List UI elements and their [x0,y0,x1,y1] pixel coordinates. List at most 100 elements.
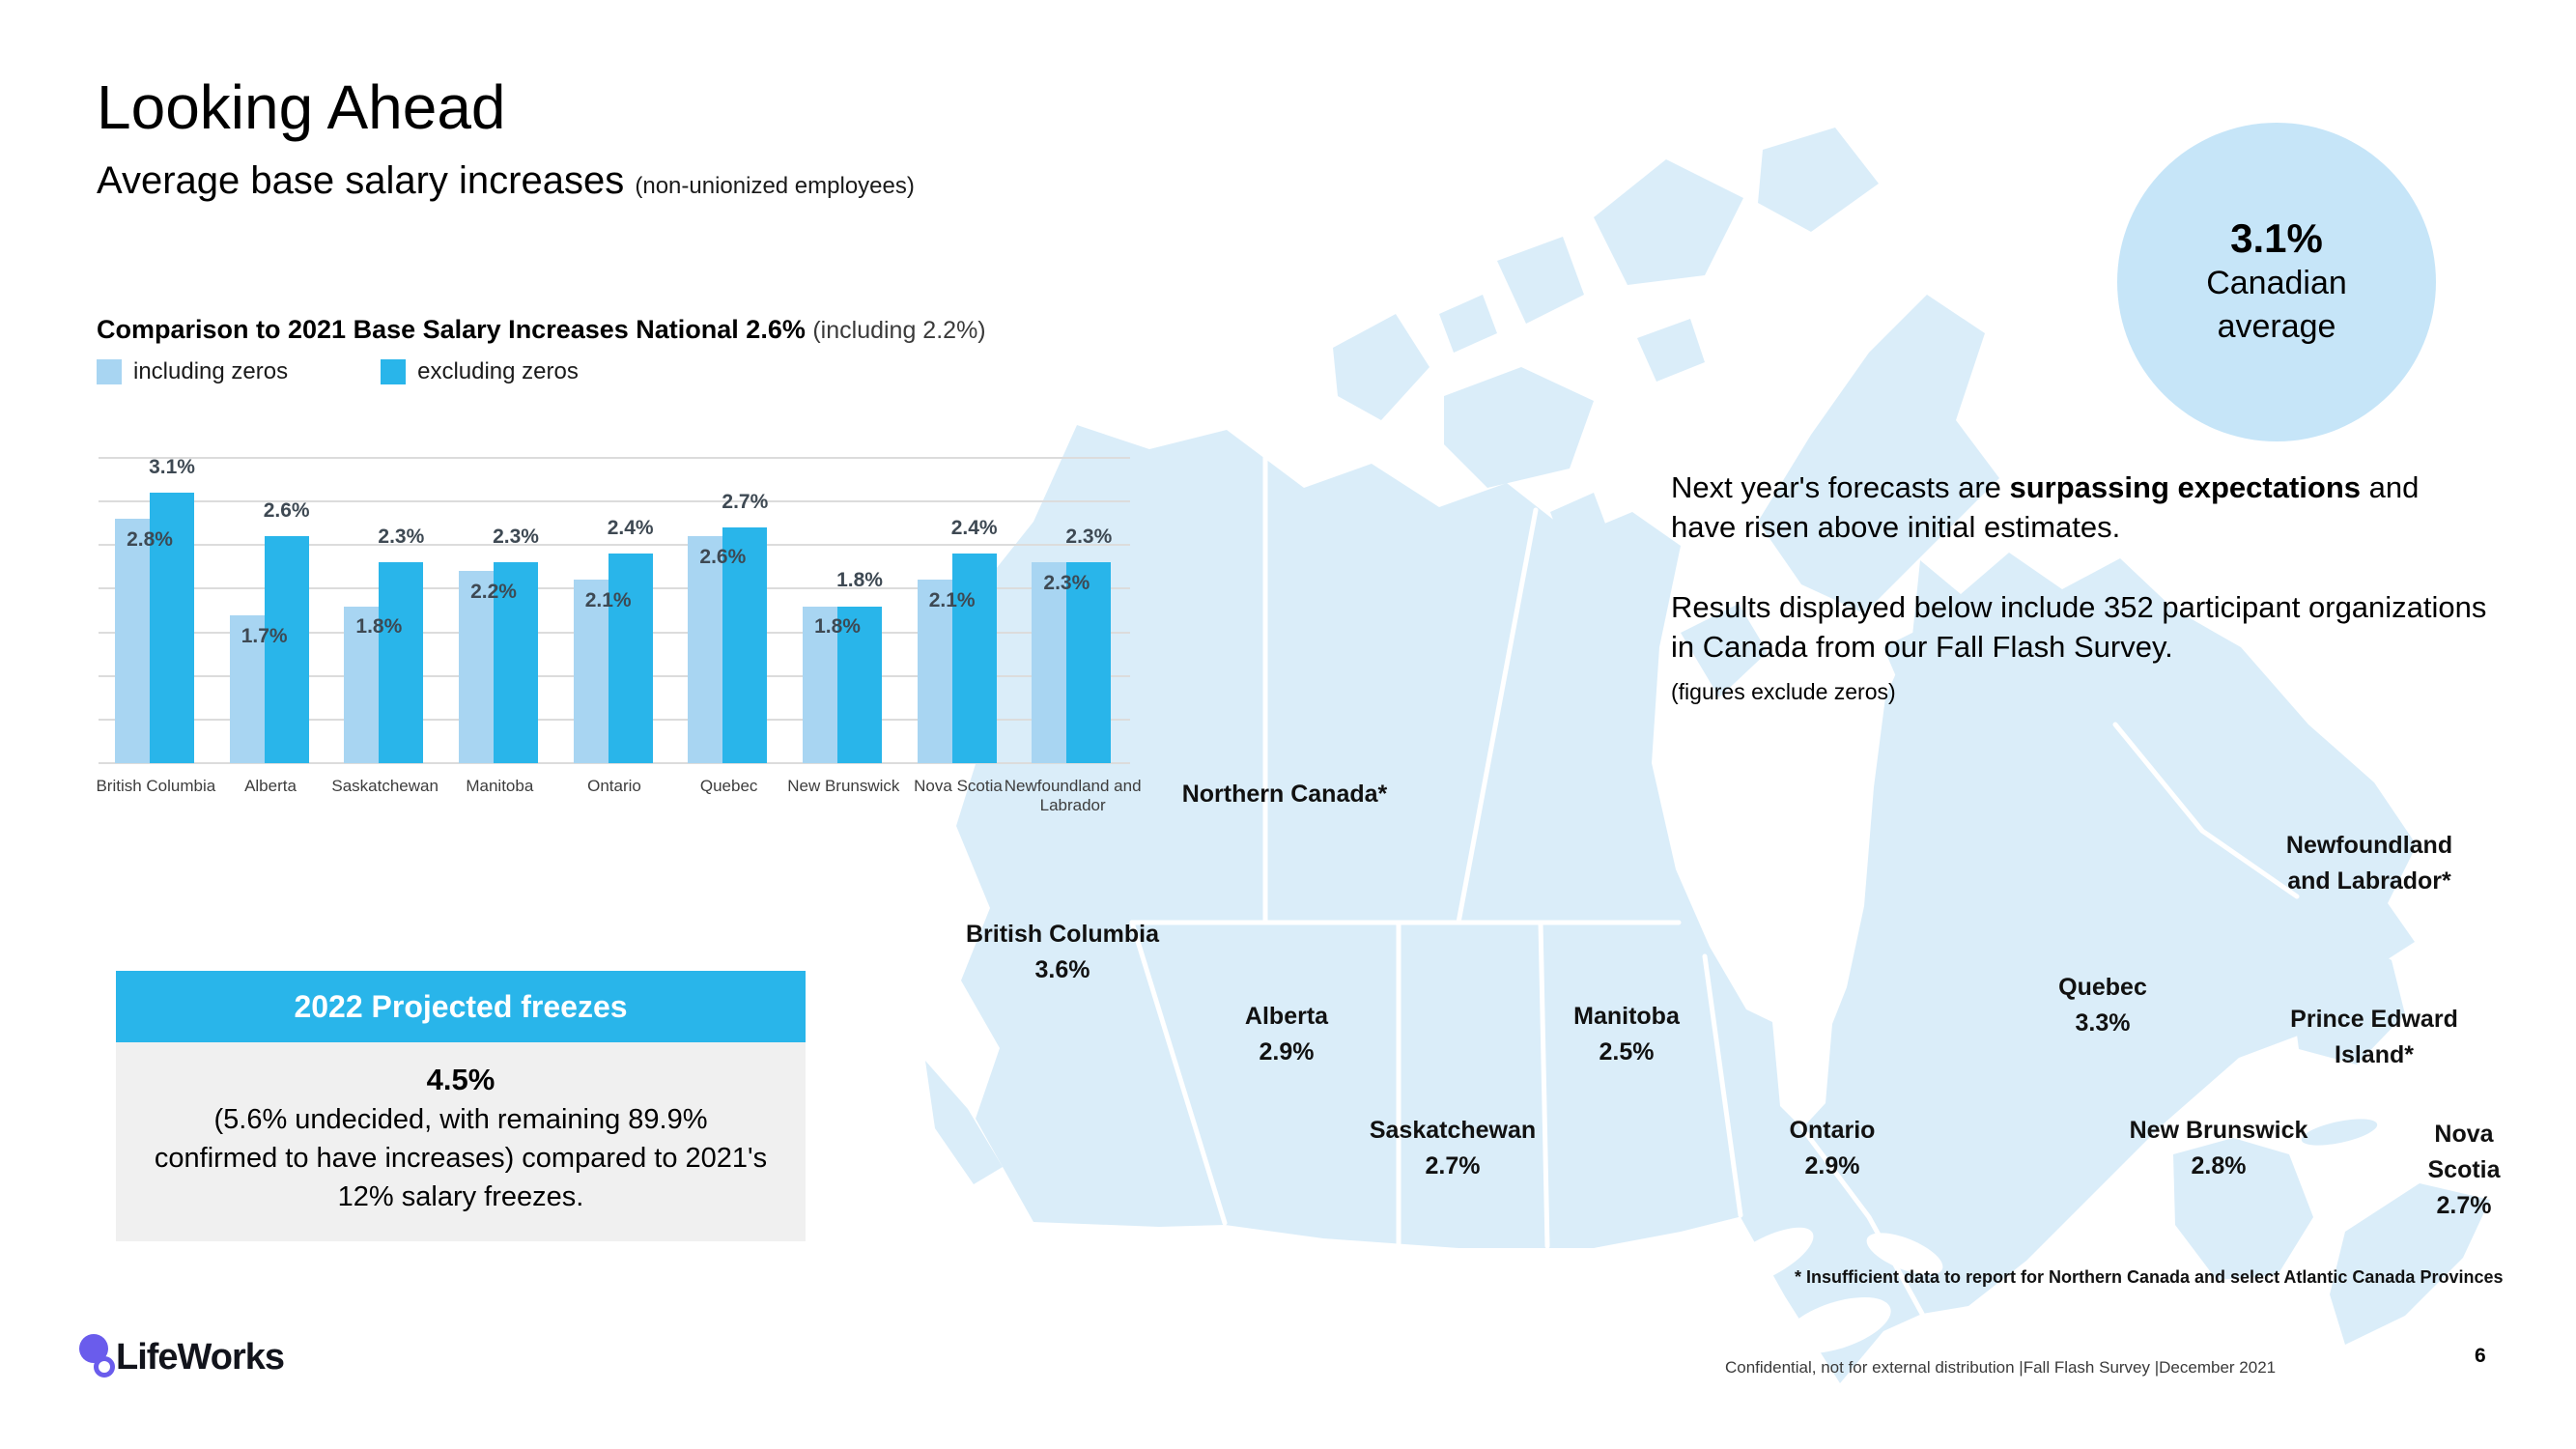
bar-excluding-zeros [722,527,768,763]
legend-item: excluding zeros [381,358,579,385]
legend-label: excluding zeros [417,358,579,384]
bar-including-zeros [459,571,497,763]
logo-wordmark: LifeWorks [116,1337,285,1378]
province-value: 3.3% [2075,1009,2131,1037]
projected-freezes-value: 4.5% [426,1063,495,1096]
canadian-average-value: 3.1% [2230,215,2323,261]
region-ontario [1741,1009,1922,1383]
chart-title-note: (including 2.2%) [812,317,986,344]
bar-value-including: 2.1% [584,589,632,612]
projected-freezes-box: 2022 Projected freezes 4.5% (5.6% undeci… [116,971,806,1241]
map-province-label: New Brunswick 2.8% [2130,1113,2308,1184]
map-province-label: Saskatchewan 2.7% [1370,1113,1536,1184]
bar-chart: 3.1% 2.8% British Columbia 2.6% 1.7% Alberta 2… [96,456,1141,814]
region-nova-scotia [2330,1183,2490,1345]
province-name: New Brunswick [2129,1117,2308,1144]
map-province-label: Nova Scotia 2.7% [2408,1117,2520,1224]
insight-note: (figures exclude zeros) [1671,679,1896,704]
page-subtitle: Average base salary increases (non-union… [97,159,915,203]
bar-value-including: 2.2% [470,581,517,604]
chart-title-bold: Comparison to 2021 Base Salary Increases… [97,315,806,344]
province-value: 2.7% [1425,1152,1481,1179]
region-new-brunswick [2173,1138,2313,1280]
arctic-island [1637,319,1705,382]
bar-including-zeros [344,606,383,763]
bar-value-excluding: 3.1% [149,456,195,479]
region-vancouver-island [925,1061,1003,1184]
chart-title: Comparison to 2021 Base Salary Increases… [97,315,986,345]
bar-including-zeros [573,580,612,763]
map-province-label: Alberta 2.9% [1245,999,1328,1070]
arctic-island [1497,237,1584,324]
arctic-island [1758,128,1879,232]
gridline [99,544,1130,547]
bar-including-zeros [688,536,727,763]
arctic-island [1758,295,1999,613]
insight-paragraph-2: Results displayed below include 352 part… [1671,590,2487,664]
page-title: Looking Ahead [97,72,506,142]
bar-value-excluding: 1.8% [836,569,883,592]
map-province-label: British Columbia 3.6% [966,917,1159,988]
lifeworks-logo: LifeWorks [77,1331,386,1399]
arctic-island [1681,604,1768,697]
province-value: 3.6% [1034,956,1090,983]
bar-value-excluding: 2.4% [607,517,654,540]
province-name: Nova Scotia [2427,1121,2501,1183]
map-province-label: Newfoundland and Labrador* [2286,828,2452,899]
bar-including-zeros [115,519,154,763]
bar-value-excluding: 2.3% [1065,526,1113,549]
axis-category-label: New Brunswick [787,777,900,795]
page-subtitle-note: (non-unionized employees) [635,173,915,199]
province-value: 2.7% [2436,1192,2492,1219]
gridline [99,500,1130,503]
bar-value-including: 1.8% [814,615,861,639]
legend-swatch-icon [381,359,407,384]
insight-paragraph-1: Next year's forecasts are surpassing exp… [1671,470,2420,544]
canadian-average-label-line2: average [2217,308,2336,345]
logo-ring-icon [94,1356,115,1378]
bar-excluding-zeros [1066,562,1112,763]
great-lakes [1717,1227,1943,1354]
axis-category-label: Quebec [699,777,758,795]
province-value: 2.9% [1259,1038,1315,1065]
chart-legend: including zeros excluding zeros [97,358,579,385]
map-footnote: * Insufficient data to report for Northe… [1795,1267,2504,1287]
map-landmass [925,128,2490,1383]
bar-value-including: 2.3% [1043,572,1090,595]
axis-category-label: Manitoba [466,777,534,795]
map-province-label: Manitoba 2.5% [1573,999,1680,1070]
province-name: Prince Edward Island* [2290,1006,2458,1068]
canada-map [925,128,2490,1383]
bar-value-including: 1.8% [355,615,403,639]
region-newfoundland-island [2289,929,2405,1065]
axis-category-label: Newfoundland and Labrador [1004,777,1142,814]
province-name: Alberta [1244,1003,1329,1030]
province-name: Quebec [2058,974,2147,1001]
arctic-island [1883,628,1937,681]
canadian-average-label-line1: Canadian [2206,265,2347,301]
region-quebec-labrador [1802,553,2417,1314]
bar-value-including: 2.8% [127,528,173,552]
bar-value-including: 2.6% [699,546,747,569]
province-name: Ontario [1789,1117,1876,1144]
arctic-island [1594,159,1743,285]
bar-value-excluding: 2.3% [378,526,425,549]
map-province-label: Quebec 3.3% [2058,970,2147,1041]
axis-category-label: Saskatchewan [331,777,439,795]
axis-category-label: British Columbia [96,777,216,795]
legend-item: including zeros [97,358,288,385]
insight-text: Next year's forecasts are surpassing exp… [1671,468,2492,712]
province-name: Northern Canada* [1181,781,1388,808]
province-name: Saskatchewan [1369,1117,1537,1144]
arctic-island [1444,367,1594,488]
bar-excluding-zeros [379,562,424,763]
province-name: Manitoba [1573,1003,1680,1030]
axis-category-label: Alberta [244,777,297,795]
arctic-island [1333,314,1430,420]
bar-excluding-zeros [608,554,653,763]
bar-including-zeros [917,580,956,763]
bar-value-including: 2.1% [928,589,976,612]
bar-value-excluding: 2.6% [263,499,310,523]
arctic-island [1550,493,1608,551]
